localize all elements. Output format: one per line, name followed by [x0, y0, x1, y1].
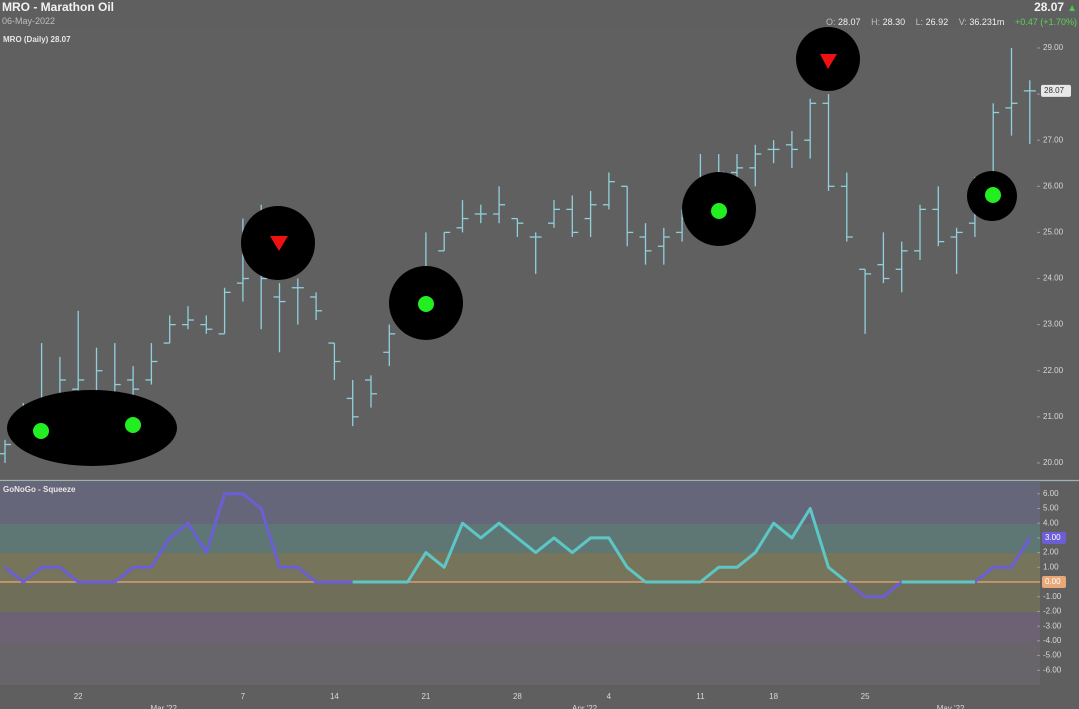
quote-key: V:	[958, 17, 967, 27]
price-panel	[0, 30, 1040, 480]
zone-band	[0, 553, 1040, 582]
last-price-box: 28.07 ▲	[1034, 0, 1077, 14]
y-tick-label: 4.00	[1043, 518, 1059, 527]
panel-label: MRO (Daily) 28.07	[3, 35, 71, 44]
quote-value: 36.231m	[969, 17, 1005, 27]
go-dot	[985, 187, 1001, 203]
last-price-tag-label: 28.07	[1044, 86, 1065, 95]
y-tick-label: 22.00	[1043, 366, 1064, 375]
quote-value: 26.92	[925, 17, 949, 27]
y-tick-label: -6.00	[1043, 665, 1062, 674]
y-tick-label: 24.00	[1043, 274, 1064, 283]
nogo-triangle	[820, 54, 837, 69]
y-tick-label: 21.00	[1043, 412, 1064, 421]
value-tag	[1042, 576, 1066, 589]
x-tick-label: 28	[513, 692, 522, 701]
y-tick-label: 29.00	[1043, 43, 1064, 52]
x-tick-label: 14	[330, 692, 339, 701]
up-arrow: ▲	[1067, 3, 1077, 14]
panel-label: GoNoGo - Squeeze	[3, 485, 76, 494]
nogo-triangle	[270, 236, 288, 251]
x-month-label: Mar '22	[150, 704, 177, 709]
go-dot	[125, 417, 141, 433]
x-tick-label: 11	[696, 692, 705, 701]
value-tag	[1042, 531, 1066, 544]
go-dot	[418, 296, 434, 312]
signal-markers	[7, 27, 1017, 466]
y-tick-label: 1.00	[1043, 562, 1059, 571]
zone-band	[0, 482, 1040, 524]
y-tick-label: 25.00	[1043, 228, 1064, 237]
quote-value: 28.30	[882, 17, 906, 27]
value-tag-label: 3.00	[1045, 533, 1061, 542]
x-tick-label: 22	[74, 692, 83, 701]
quote-key: L:	[915, 17, 924, 27]
x-tick-label: 7	[241, 692, 246, 701]
x-tick-label: 25	[861, 692, 870, 701]
y-tick-label: -4.00	[1043, 636, 1062, 645]
last-price-tag	[1041, 84, 1071, 97]
header: MRO - Marathon Oil 06-May-2022 28.07 ▲ O:…	[0, 0, 1079, 30]
quote: O: 28.07 H: 28.30 L: 26.92 V: 36.231m +0…	[826, 17, 1077, 27]
y-tick-label: 20.00	[1043, 458, 1064, 467]
x-tick-label: 4	[607, 692, 612, 701]
date: 06-May-2022	[2, 16, 56, 26]
x-month-label: May '22	[937, 704, 965, 709]
y-tick-label: 6.00	[1043, 489, 1059, 498]
quote-key: O:	[826, 17, 836, 27]
marks: 20.00 21.00 22.00 23.00 24.00 25.00 26.00 27.00…	[0, 43, 1071, 709]
oscillator-line	[352, 507, 975, 584]
x-month-label: Apr '22	[572, 704, 598, 709]
y-tick-label: 27.00	[1043, 135, 1064, 144]
x-tick-label: 21	[421, 692, 430, 701]
last-price: 28.07	[1034, 0, 1065, 14]
y-tick-label: -1.00	[1043, 592, 1062, 601]
value-tag-label: 0.00	[1045, 577, 1061, 586]
y-tick-label: 2.00	[1043, 548, 1059, 557]
zone-band	[0, 612, 1040, 642]
quote-key: H:	[871, 17, 881, 27]
oscillator-line	[4, 492, 1032, 599]
y-tick-label: -2.00	[1043, 607, 1062, 616]
y-tick-label: -3.00	[1043, 621, 1062, 630]
quote-value: 28.07	[838, 17, 861, 27]
x-tick-label: 18	[769, 692, 778, 701]
signal-circle	[7, 390, 177, 466]
go-dot	[33, 423, 49, 439]
symbol-title: MRO - Marathon Oil	[2, 0, 114, 14]
y-tick-label: 23.00	[1043, 320, 1064, 329]
y-tick-label: 26.00	[1043, 181, 1064, 190]
price-change: +0.47 (+1.70%)	[1014, 17, 1077, 27]
go-dot	[711, 203, 727, 219]
y-tick-label: 5.00	[1043, 504, 1059, 513]
y-tick-label: -5.00	[1043, 651, 1062, 660]
zone-band	[0, 642, 1040, 685]
